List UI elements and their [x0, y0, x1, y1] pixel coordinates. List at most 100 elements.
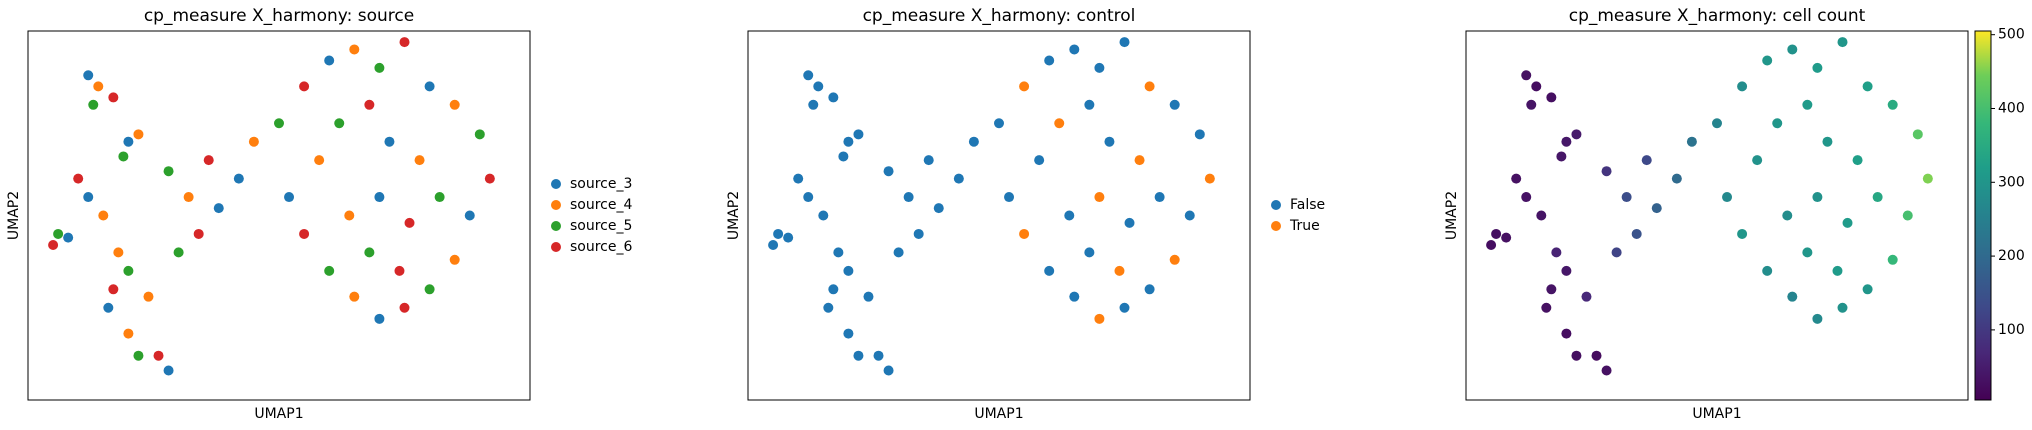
colorbar-tick-label: 200	[1998, 248, 2025, 264]
point	[374, 62, 385, 73]
point	[923, 155, 934, 166]
point	[1526, 99, 1537, 110]
point	[1044, 265, 1055, 276]
point	[1521, 70, 1532, 81]
point	[773, 228, 784, 239]
point	[1782, 210, 1793, 221]
point	[1752, 155, 1763, 166]
point	[48, 240, 59, 251]
point	[133, 129, 144, 140]
point	[1546, 92, 1557, 103]
point	[299, 228, 310, 239]
point	[173, 247, 184, 258]
point	[1852, 155, 1863, 166]
point	[1084, 247, 1095, 258]
point	[103, 302, 114, 313]
point	[284, 192, 295, 203]
y-axis-label: UMAP2	[6, 191, 22, 240]
point	[93, 81, 104, 92]
point	[213, 203, 224, 214]
point	[1872, 192, 1883, 203]
point	[344, 210, 355, 221]
point	[1601, 166, 1612, 177]
point	[414, 155, 425, 166]
point	[1631, 228, 1642, 239]
chart-title: cp_measure X_harmony: control	[863, 6, 1136, 26]
point	[1611, 247, 1622, 258]
point	[374, 192, 385, 203]
point	[818, 210, 829, 221]
point	[399, 302, 410, 313]
colorbar-tick-label: 500	[1998, 27, 2025, 43]
point	[808, 99, 819, 110]
chart-title: cp_measure X_harmony: cell count	[1569, 6, 1866, 26]
point	[153, 350, 164, 361]
point	[449, 254, 460, 265]
point	[1591, 350, 1602, 361]
legend-marker	[551, 221, 561, 231]
point	[1686, 136, 1697, 147]
point	[404, 217, 415, 228]
point	[1119, 37, 1130, 48]
point	[1546, 284, 1557, 295]
point	[1862, 284, 1873, 295]
point	[1887, 254, 1898, 265]
point	[1902, 210, 1913, 221]
point	[1521, 192, 1532, 203]
point	[163, 365, 174, 376]
point	[1104, 136, 1115, 147]
point	[863, 291, 874, 302]
point	[1541, 302, 1552, 313]
plot-frame	[747, 30, 1251, 401]
legend-label: source_5	[570, 218, 632, 234]
point	[1581, 291, 1592, 302]
point	[1084, 99, 1095, 110]
point	[98, 210, 109, 221]
point	[1802, 247, 1813, 258]
point	[1561, 136, 1572, 147]
point	[364, 247, 375, 258]
point	[108, 284, 119, 295]
x-axis-label: UMAP1	[1692, 406, 1741, 422]
point	[424, 284, 435, 295]
point	[1501, 232, 1512, 243]
point	[994, 118, 1004, 129]
point	[1601, 365, 1612, 376]
point	[384, 136, 395, 147]
point	[1194, 129, 1205, 140]
point	[1511, 173, 1522, 184]
point	[364, 99, 375, 110]
legend-label: source_3	[570, 176, 632, 192]
point	[1144, 81, 1155, 92]
point	[1772, 118, 1783, 129]
point	[1124, 217, 1135, 228]
point	[1837, 37, 1848, 48]
point	[474, 129, 485, 140]
point	[1762, 55, 1773, 66]
point	[1812, 192, 1823, 203]
point	[143, 291, 154, 302]
point	[1004, 192, 1015, 203]
point	[1204, 173, 1215, 184]
point	[953, 173, 964, 184]
point	[123, 265, 134, 276]
point	[1169, 99, 1180, 110]
point	[843, 265, 854, 276]
point	[883, 166, 894, 177]
point	[813, 81, 824, 92]
point	[88, 99, 99, 110]
point	[374, 313, 385, 324]
point	[434, 192, 445, 203]
x-axis-label: UMAP1	[254, 406, 303, 422]
point	[118, 151, 129, 162]
point	[1787, 44, 1798, 55]
point	[803, 70, 814, 81]
chart-title: cp_measure X_harmony: source	[144, 6, 414, 26]
point	[873, 350, 884, 361]
legend-marker	[551, 200, 561, 210]
colorbar-tick-label: 100	[1998, 322, 2025, 338]
point	[833, 247, 844, 258]
point	[1862, 81, 1873, 92]
point	[1887, 99, 1898, 110]
point	[73, 173, 84, 184]
